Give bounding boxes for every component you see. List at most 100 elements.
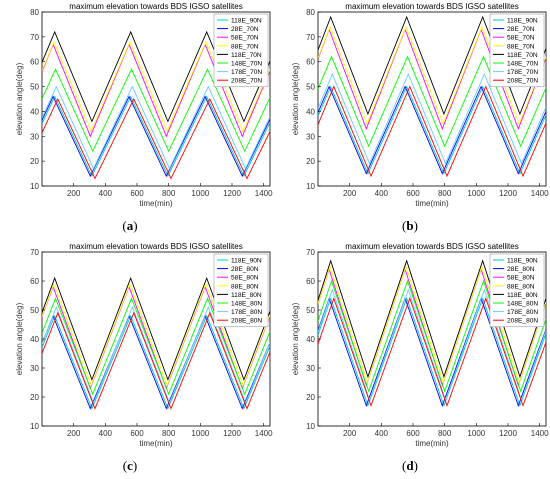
y-tick-label-d-2: 30 (306, 364, 315, 373)
y-tick-label-d-3: 40 (306, 335, 315, 344)
series-line-a-1 (42, 95, 270, 178)
y-tick-label-a-7: 80 (30, 8, 39, 17)
y-tick-label-d-1: 20 (306, 393, 315, 402)
chart-title-c: maximum elevation towards BDS IGSO satel… (69, 242, 242, 251)
y-tick-label-a-6: 70 (30, 33, 39, 42)
legend-label-b-3: 88E_70N (507, 43, 535, 50)
series-line-d-4 (318, 259, 546, 379)
y-tick-label-d-4: 50 (306, 306, 315, 315)
y-axis-label-d: elevation angle(deg) (291, 302, 300, 375)
series-line-c-5 (42, 297, 270, 396)
y-tick-label-b-5: 60 (306, 58, 315, 67)
y-axis-label-a: elevation angle(deg) (15, 62, 24, 135)
series-line-b-7 (318, 85, 546, 178)
y-tick-label-b-7: 80 (306, 8, 315, 17)
legend-label-d-3: 88E_80N (507, 283, 535, 290)
legend-label-b-6: 178E_70N (507, 69, 538, 76)
series-line-b-2 (318, 28, 546, 131)
y-tick-label-a-5: 60 (30, 58, 39, 67)
legend-label-a-1: 28E_70N (231, 26, 259, 33)
series-line-d-0 (318, 297, 546, 408)
series-group-c (42, 276, 270, 410)
caption-b-label: b (406, 218, 414, 233)
caption-d: (d) (402, 458, 418, 473)
legend-label-d-6: 178E_80N (507, 309, 538, 316)
series-group-b (318, 15, 546, 178)
series-line-b-0 (318, 85, 546, 175)
chart-title-d: maximum elevation towards BDS IGSO satel… (345, 242, 518, 251)
x-tick-label-a-1: 400 (99, 189, 113, 198)
panel-d: 200 400 600 800 1000 1200 1400 10 20 30 40 50 60 70 ma… (291, 242, 549, 448)
series-line-d-6 (318, 288, 546, 402)
x-tick-label-a-6: 1400 (255, 189, 273, 198)
legend-label-a-5: 148E_70N (231, 61, 262, 68)
y-tick-label-b-2: 30 (306, 132, 315, 141)
series-line-a-5 (42, 68, 270, 153)
legend-label-c-6: 178E_80N (231, 309, 262, 316)
x-axis-label-a: time(min) (139, 199, 173, 208)
x-tick-label-d-1: 400 (375, 429, 389, 438)
legend-label-d-7: 208E_80N (507, 318, 538, 325)
y-axis-label-c: elevation angle(deg) (15, 302, 24, 375)
x-tick-label-c-4: 1000 (191, 429, 209, 438)
y-tick-label-a-0: 10 (30, 182, 39, 191)
series-line-c-7 (42, 311, 270, 410)
series-line-d-5 (318, 279, 546, 393)
chart-title-b: maximum elevation towards BDS IGSO satel… (345, 2, 518, 11)
legend-label-d-4: 118E_80N (507, 292, 538, 299)
x-tick-label-b-6: 1400 (531, 189, 549, 198)
y-tick-label-b-4: 50 (306, 83, 315, 92)
panel-c: 200 400 600 800 1000 1200 1400 10 20 30 40 50 60 70 ma… (15, 242, 273, 448)
caption-a: (a) (122, 218, 138, 233)
x-tick-label-a-0: 200 (67, 189, 81, 198)
y-tick-label-b-6: 70 (306, 33, 315, 42)
y-tick-label-a-1: 20 (30, 157, 39, 166)
legend-label-a-6: 178E_70N (231, 69, 262, 76)
legend-label-b-1: 28E_70N (507, 26, 535, 33)
chart-title-a: maximum elevation towards BDS IGSO satel… (69, 2, 242, 11)
x-tick-label-c-2: 600 (130, 429, 144, 438)
series-line-c-1 (42, 314, 270, 410)
y-tick-label-c-5: 60 (30, 277, 39, 286)
caption-b: (b) (402, 218, 418, 233)
x-tick-label-c-1: 400 (99, 429, 113, 438)
legend-label-c-4: 118E_80N (231, 292, 262, 299)
legend-box-b (489, 13, 545, 88)
x-tick-label-c-3: 800 (162, 429, 176, 438)
legend-label-c-2: 58E_80N (231, 275, 259, 282)
y-tick-label-a-2: 30 (30, 132, 39, 141)
legend-label-d-2: 58E_80N (507, 275, 535, 282)
legend-label-a-4: 118E_70N (231, 52, 262, 59)
series-line-a-0 (42, 95, 270, 178)
legend-box-d (489, 253, 545, 328)
x-tick-label-d-6: 1400 (531, 429, 549, 438)
x-tick-label-c-6: 1400 (255, 429, 273, 438)
y-tick-label-d-6: 70 (306, 248, 315, 257)
legend-label-b-7: 208E_70N (507, 78, 538, 85)
legend-label-d-0: 118E_90N (507, 258, 538, 265)
y-tick-label-a-4: 50 (30, 83, 39, 92)
caption-c: (c) (122, 458, 138, 473)
legend-label-d-5: 148E_80N (507, 301, 538, 308)
legend-label-c-5: 148E_80N (231, 301, 262, 308)
x-tick-label-d-5: 1200 (499, 429, 517, 438)
x-tick-label-d-4: 1000 (467, 429, 485, 438)
x-tick-label-c-0: 200 (67, 429, 81, 438)
series-line-b-1 (318, 85, 546, 175)
x-tick-label-b-1: 400 (375, 189, 389, 198)
y-tick-label-b-0: 10 (306, 182, 315, 191)
y-tick-label-c-4: 50 (30, 306, 39, 315)
series-line-a-7 (42, 97, 270, 180)
legend-label-b-0: 118E_90N (507, 18, 538, 25)
legend-box-c (213, 253, 269, 328)
legend-label-a-7: 208E_70N (231, 78, 262, 85)
caption-a-label: a (126, 218, 134, 233)
series-line-b-3 (318, 25, 546, 126)
series-line-b-4 (318, 15, 546, 116)
series-group-a (42, 30, 270, 180)
series-line-c-0 (42, 314, 270, 410)
legend-label-a-2: 58E_70N (231, 35, 259, 42)
y-tick-label-c-0: 10 (30, 422, 39, 431)
